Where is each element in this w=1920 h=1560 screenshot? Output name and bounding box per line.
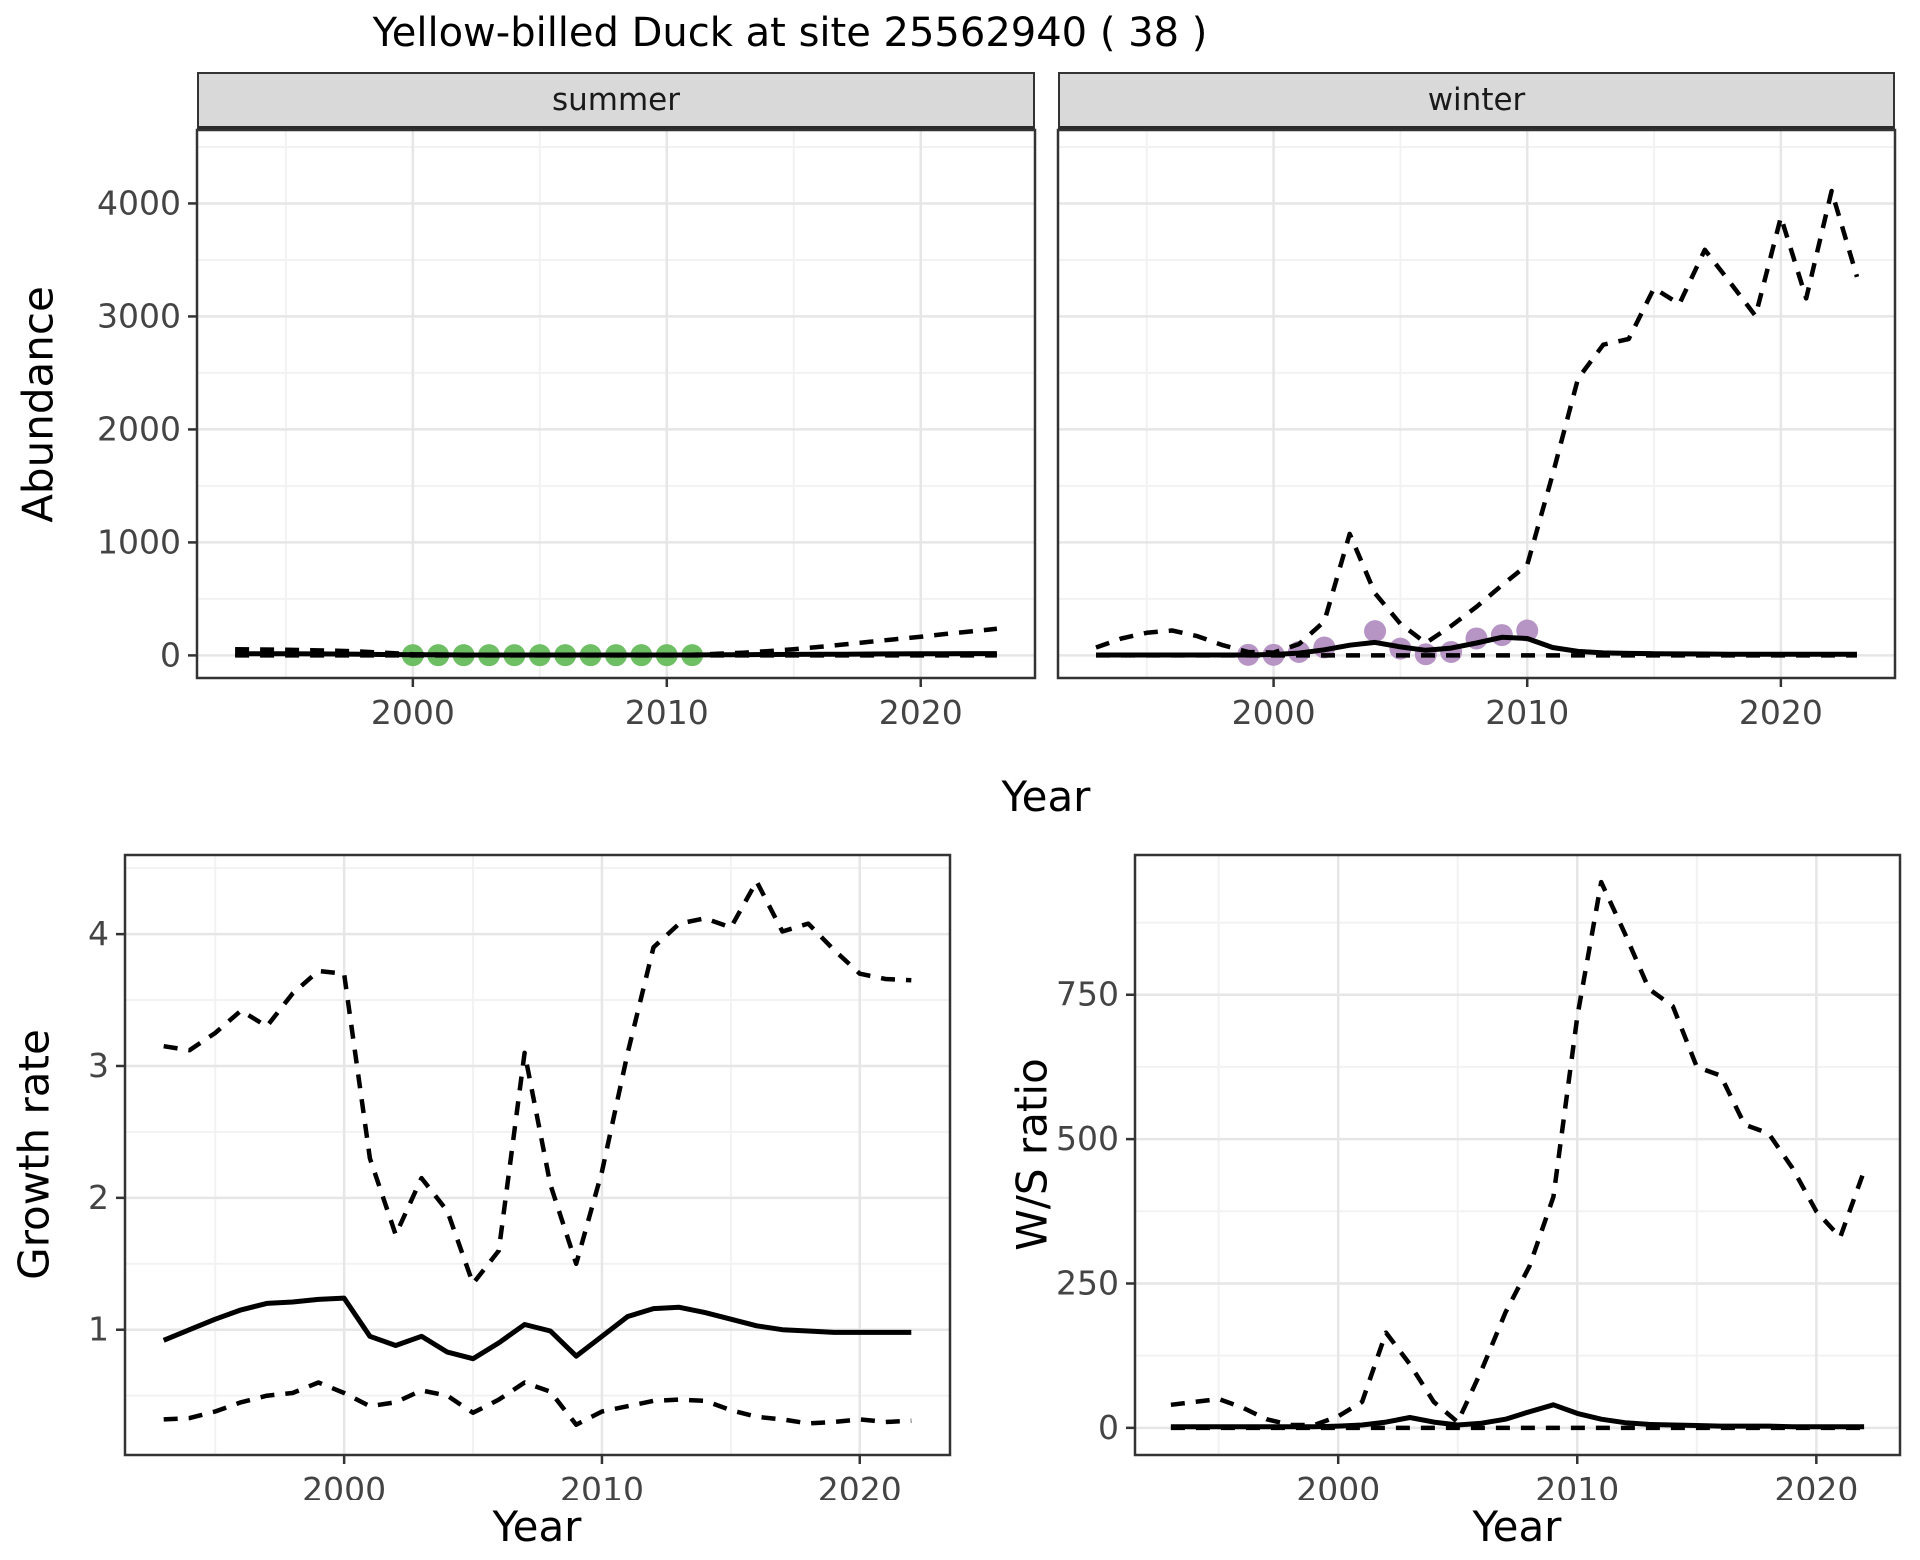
figure-title: Yellow-billed Duck at site 25562940 ( 38… <box>372 10 1208 56</box>
year-axis-label-top: Year <box>1001 772 1091 821</box>
facet-strip-summer-label: summer <box>551 82 680 118</box>
svg-text:2000: 2000 <box>1296 1470 1380 1500</box>
chart-ws-ratio: 2000 2010 2020 0 250 500 750 <box>1015 840 1920 1509</box>
svg-text:250: 250 <box>1056 1263 1119 1302</box>
svg-text:2000: 2000 <box>371 693 455 732</box>
chart-abundance-summer-svg: 2000 2010 2020 0 1000 2000 3000 4000 <box>97 128 1037 732</box>
ws-ratio-axis-label: W/S ratio <box>1007 1058 1057 1251</box>
chart-growth-rate: 2000 2010 2020 1 2 3 4 <box>20 840 980 1509</box>
svg-text:750: 750 <box>1056 975 1119 1014</box>
svg-text:2020: 2020 <box>818 1470 902 1500</box>
chart-abundance-winter: 2000 2010 2020 <box>1040 60 1920 760</box>
svg-text:0: 0 <box>1098 1408 1119 1447</box>
chart-growth-rate-svg: 2000 2010 2020 1 2 3 4 <box>88 853 952 1509</box>
svg-text:1: 1 <box>88 1310 109 1349</box>
svg-text:4: 4 <box>88 914 109 953</box>
svg-text:2020: 2020 <box>1774 1470 1858 1500</box>
svg-text:2010: 2010 <box>1485 693 1569 732</box>
median-line <box>162 1295 912 1362</box>
svg-text:2010: 2010 <box>625 693 709 732</box>
upper-ci-line <box>1095 188 1860 655</box>
chart-abundance-winter-svg: 2000 2010 2020 <box>1056 128 1897 732</box>
svg-text:2: 2 <box>88 1178 109 1217</box>
svg-text:2000: 2000 <box>97 409 181 448</box>
svg-text:2010: 2010 <box>560 1470 644 1500</box>
svg-text:4000: 4000 <box>97 183 181 222</box>
svg-text:2000: 2000 <box>302 1470 386 1500</box>
abundance-axis-label: Abundance <box>13 286 63 523</box>
growth-rate-axis-label: Growth rate <box>9 1029 59 1280</box>
year-axis-label-bottom-right: Year <box>1472 1502 1562 1551</box>
facet-strip-winter-label: winter <box>1427 82 1526 118</box>
year-axis-label-bottom-left: Year <box>492 1502 582 1551</box>
facet-strip-summer: summer <box>197 72 1035 130</box>
lower-ci-line <box>163 1380 912 1427</box>
svg-text:2010: 2010 <box>1535 1470 1619 1500</box>
svg-text:500: 500 <box>1056 1119 1119 1158</box>
svg-text:2000: 2000 <box>1232 693 1316 732</box>
facet-strip-winter: winter <box>1058 72 1895 130</box>
chart-abundance-summer: 2000 2010 2020 0 1000 2000 3000 4000 <box>87 60 1060 760</box>
svg-text:3000: 3000 <box>97 296 181 335</box>
svg-text:2020: 2020 <box>1739 693 1823 732</box>
svg-text:3: 3 <box>88 1046 109 1085</box>
svg-text:0: 0 <box>160 635 181 674</box>
chart-ws-ratio-svg: 2000 2010 2020 0 250 500 750 <box>1056 853 1902 1509</box>
svg-text:1000: 1000 <box>97 522 181 561</box>
svg-text:2020: 2020 <box>879 693 963 732</box>
upper-ci-line <box>163 879 912 1286</box>
upper-ci-line <box>1170 879 1867 1428</box>
